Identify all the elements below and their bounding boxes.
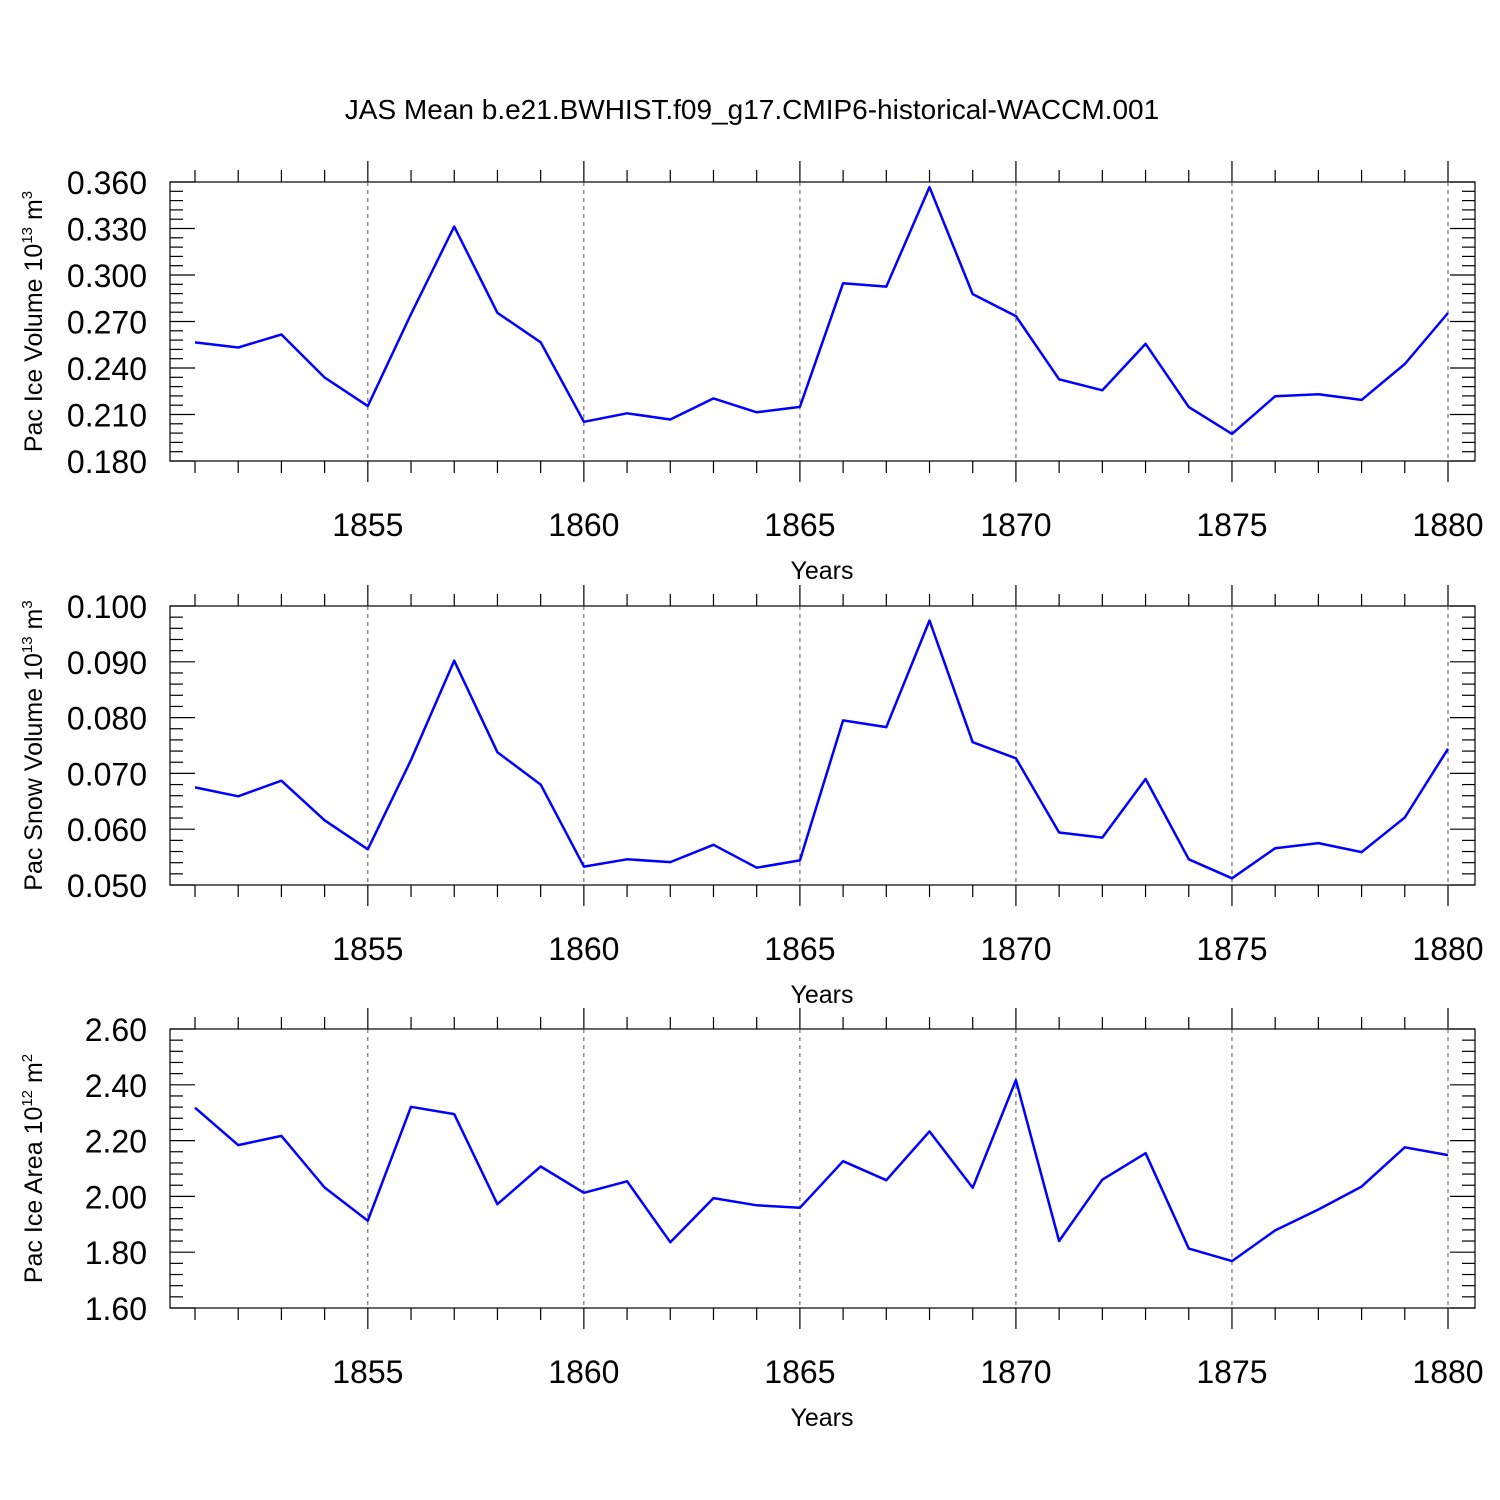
y-axis-title-part: Pac Ice Area 10 — [20, 1107, 48, 1284]
y-tick-label: 2.20 — [85, 1124, 147, 1160]
chart-title: JAS Mean b.e21.BWHIST.f09_g17.CMIP6-hist… — [345, 94, 1159, 125]
chart-panel-2: 1855 1860 1865 1870 1875 1880 0.050 0.060 0.070 0… — [19, 585, 1484, 1009]
x-axis-title: Years — [790, 981, 853, 1009]
x-tick-label: 1875 — [1196, 931, 1267, 967]
y-axis-title: Pac Snow Volume 1013 m3 — [19, 600, 48, 890]
y-axis-title-part: Pac Snow Volume 10 — [20, 653, 48, 891]
y-axis-title-superscript: 2 — [19, 1054, 36, 1062]
x-tick-label: 1875 — [1196, 507, 1267, 543]
y-axis-title-part: m — [20, 199, 48, 227]
y-axis-title-superscript: 3 — [19, 191, 36, 199]
x-tick-label: 1875 — [1196, 1354, 1267, 1390]
x-tick-label: 1880 — [1412, 931, 1483, 967]
y-axis-title-part: m — [20, 1062, 48, 1090]
data-line — [194, 1078, 1449, 1263]
y-axis-title: Pac Ice Volume 1013 m3 — [19, 191, 48, 452]
y-tick-label: 0.330 — [67, 212, 147, 248]
x-tick-label: 1855 — [332, 1354, 403, 1390]
chart-panels: 1855 1860 1865 1870 1875 1880 0.180 0.210 0.240 0… — [19, 161, 1484, 1432]
y-tick-label: 0.180 — [67, 444, 147, 480]
x-tick-label: 1880 — [1412, 1354, 1483, 1390]
y-tick-label: 0.210 — [67, 398, 147, 434]
y-axis-title-superscript: 13 — [19, 636, 36, 653]
y-tick-label: 0.360 — [67, 165, 147, 201]
y-tick-label: 2.00 — [85, 1179, 147, 1215]
y-tick-label: 0.300 — [67, 258, 147, 294]
plot-frame — [169, 605, 1476, 886]
chart-panel-3: 1855 1860 1865 1870 1875 1880 1.60 1.80 2.00 2.20… — [19, 1008, 1484, 1432]
y-tick-label: 0.270 — [67, 305, 147, 341]
x-tick-label: 1870 — [980, 507, 1051, 543]
chart-panel-1: 1855 1860 1865 1870 1875 1880 0.180 0.210 0.240 0… — [19, 161, 1484, 585]
y-tick-label: 1.80 — [85, 1235, 147, 1271]
y-axis-title-superscript: 13 — [19, 227, 36, 244]
x-tick-label: 1855 — [332, 931, 403, 967]
x-tick-label: 1865 — [764, 931, 835, 967]
y-axis-title-superscript: 12 — [19, 1090, 36, 1107]
y-tick-label: 2.60 — [85, 1012, 147, 1048]
x-tick-label: 1865 — [764, 1354, 835, 1390]
x-tick-label: 1860 — [548, 931, 619, 967]
plot-frame — [169, 181, 1476, 462]
data-line — [194, 185, 1449, 436]
x-tick-label: 1860 — [548, 1354, 619, 1390]
y-axis-title: Pac Ice Area 1012 m2 — [19, 1054, 48, 1283]
x-tick-label: 1870 — [980, 1354, 1051, 1390]
y-tick-label: 1.60 — [85, 1291, 147, 1327]
y-axis-title-part: Pac Ice Volume 10 — [20, 244, 48, 452]
y-tick-label: 0.070 — [67, 756, 147, 792]
x-tick-label: 1860 — [548, 507, 619, 543]
x-tick-label: 1870 — [980, 931, 1051, 967]
y-tick-label: 0.080 — [67, 701, 147, 737]
x-axis-title: Years — [790, 1404, 853, 1432]
y-tick-label: 0.100 — [67, 589, 147, 625]
x-tick-label: 1855 — [332, 507, 403, 543]
x-tick-label: 1880 — [1412, 507, 1483, 543]
y-tick-label: 0.090 — [67, 645, 147, 681]
y-tick-label: 0.050 — [67, 868, 147, 904]
plot-frame — [169, 1028, 1476, 1309]
y-axis-title-part: m — [20, 609, 48, 637]
y-tick-label: 2.40 — [85, 1068, 147, 1104]
y-tick-label: 0.240 — [67, 351, 147, 387]
x-axis-title: Years — [790, 557, 853, 585]
x-tick-label: 1865 — [764, 507, 835, 543]
data-line — [194, 619, 1450, 880]
y-tick-label: 0.060 — [67, 812, 147, 848]
y-axis-title-superscript: 3 — [19, 600, 36, 608]
